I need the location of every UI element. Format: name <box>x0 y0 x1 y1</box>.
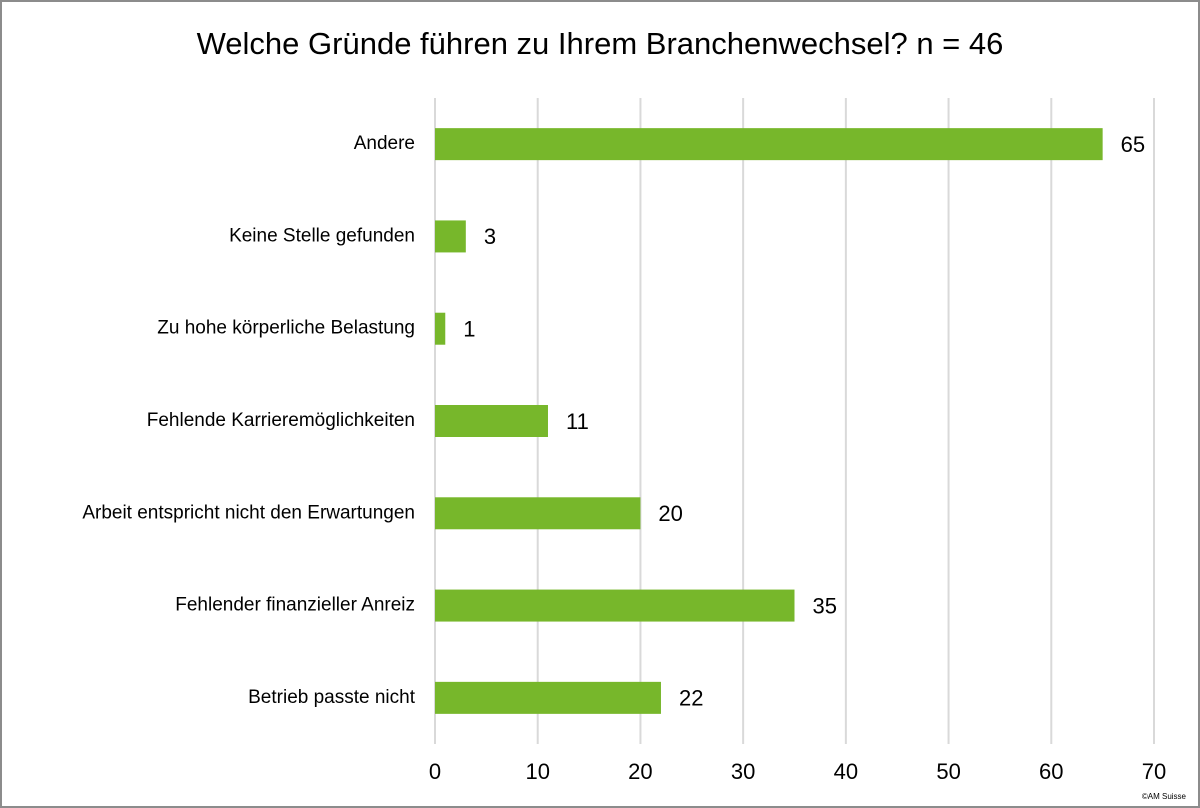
credit: ©AM Suisse <box>1142 792 1187 801</box>
bar <box>435 220 466 253</box>
x-tick-label: 30 <box>731 759 755 784</box>
bar <box>435 497 641 530</box>
y-tick-label: Zu hohe körperliche Belastung <box>157 318 415 339</box>
data-label: 35 <box>813 593 837 618</box>
data-label: 22 <box>679 686 703 711</box>
x-tick-label: 0 <box>429 759 441 784</box>
bar <box>435 405 548 437</box>
y-tick-label: Fehlende Karrieremöglichkeiten <box>147 410 415 431</box>
chart-title: Welche Gründe führen zu Ihrem Branchenwe… <box>197 26 1004 61</box>
bar <box>435 128 1103 161</box>
bar <box>435 681 661 714</box>
x-tick-label: 70 <box>1142 759 1166 784</box>
x-tick-label: 10 <box>525 759 549 784</box>
data-label: 11 <box>566 409 589 434</box>
bar <box>435 589 795 622</box>
x-tick-label: 20 <box>628 759 652 784</box>
data-label: 3 <box>484 224 496 249</box>
y-tick-label: Arbeit entspricht nicht den Erwartungen <box>82 502 415 523</box>
y-tick-label: Fehlender finanzieller Anreiz <box>175 595 415 616</box>
x-tick-label: 60 <box>1039 759 1063 784</box>
data-label: 1 <box>463 317 475 342</box>
data-label: 20 <box>658 501 682 526</box>
x-tick-label: 40 <box>834 759 858 784</box>
bar <box>435 312 446 345</box>
x-tick-label: 50 <box>936 759 960 784</box>
y-tick-label: Betrieb passte nicht <box>248 687 416 708</box>
data-label: 65 <box>1121 132 1145 157</box>
y-tick-label: Andere <box>354 133 415 154</box>
y-tick-label: Keine Stelle gefunden <box>229 225 415 246</box>
